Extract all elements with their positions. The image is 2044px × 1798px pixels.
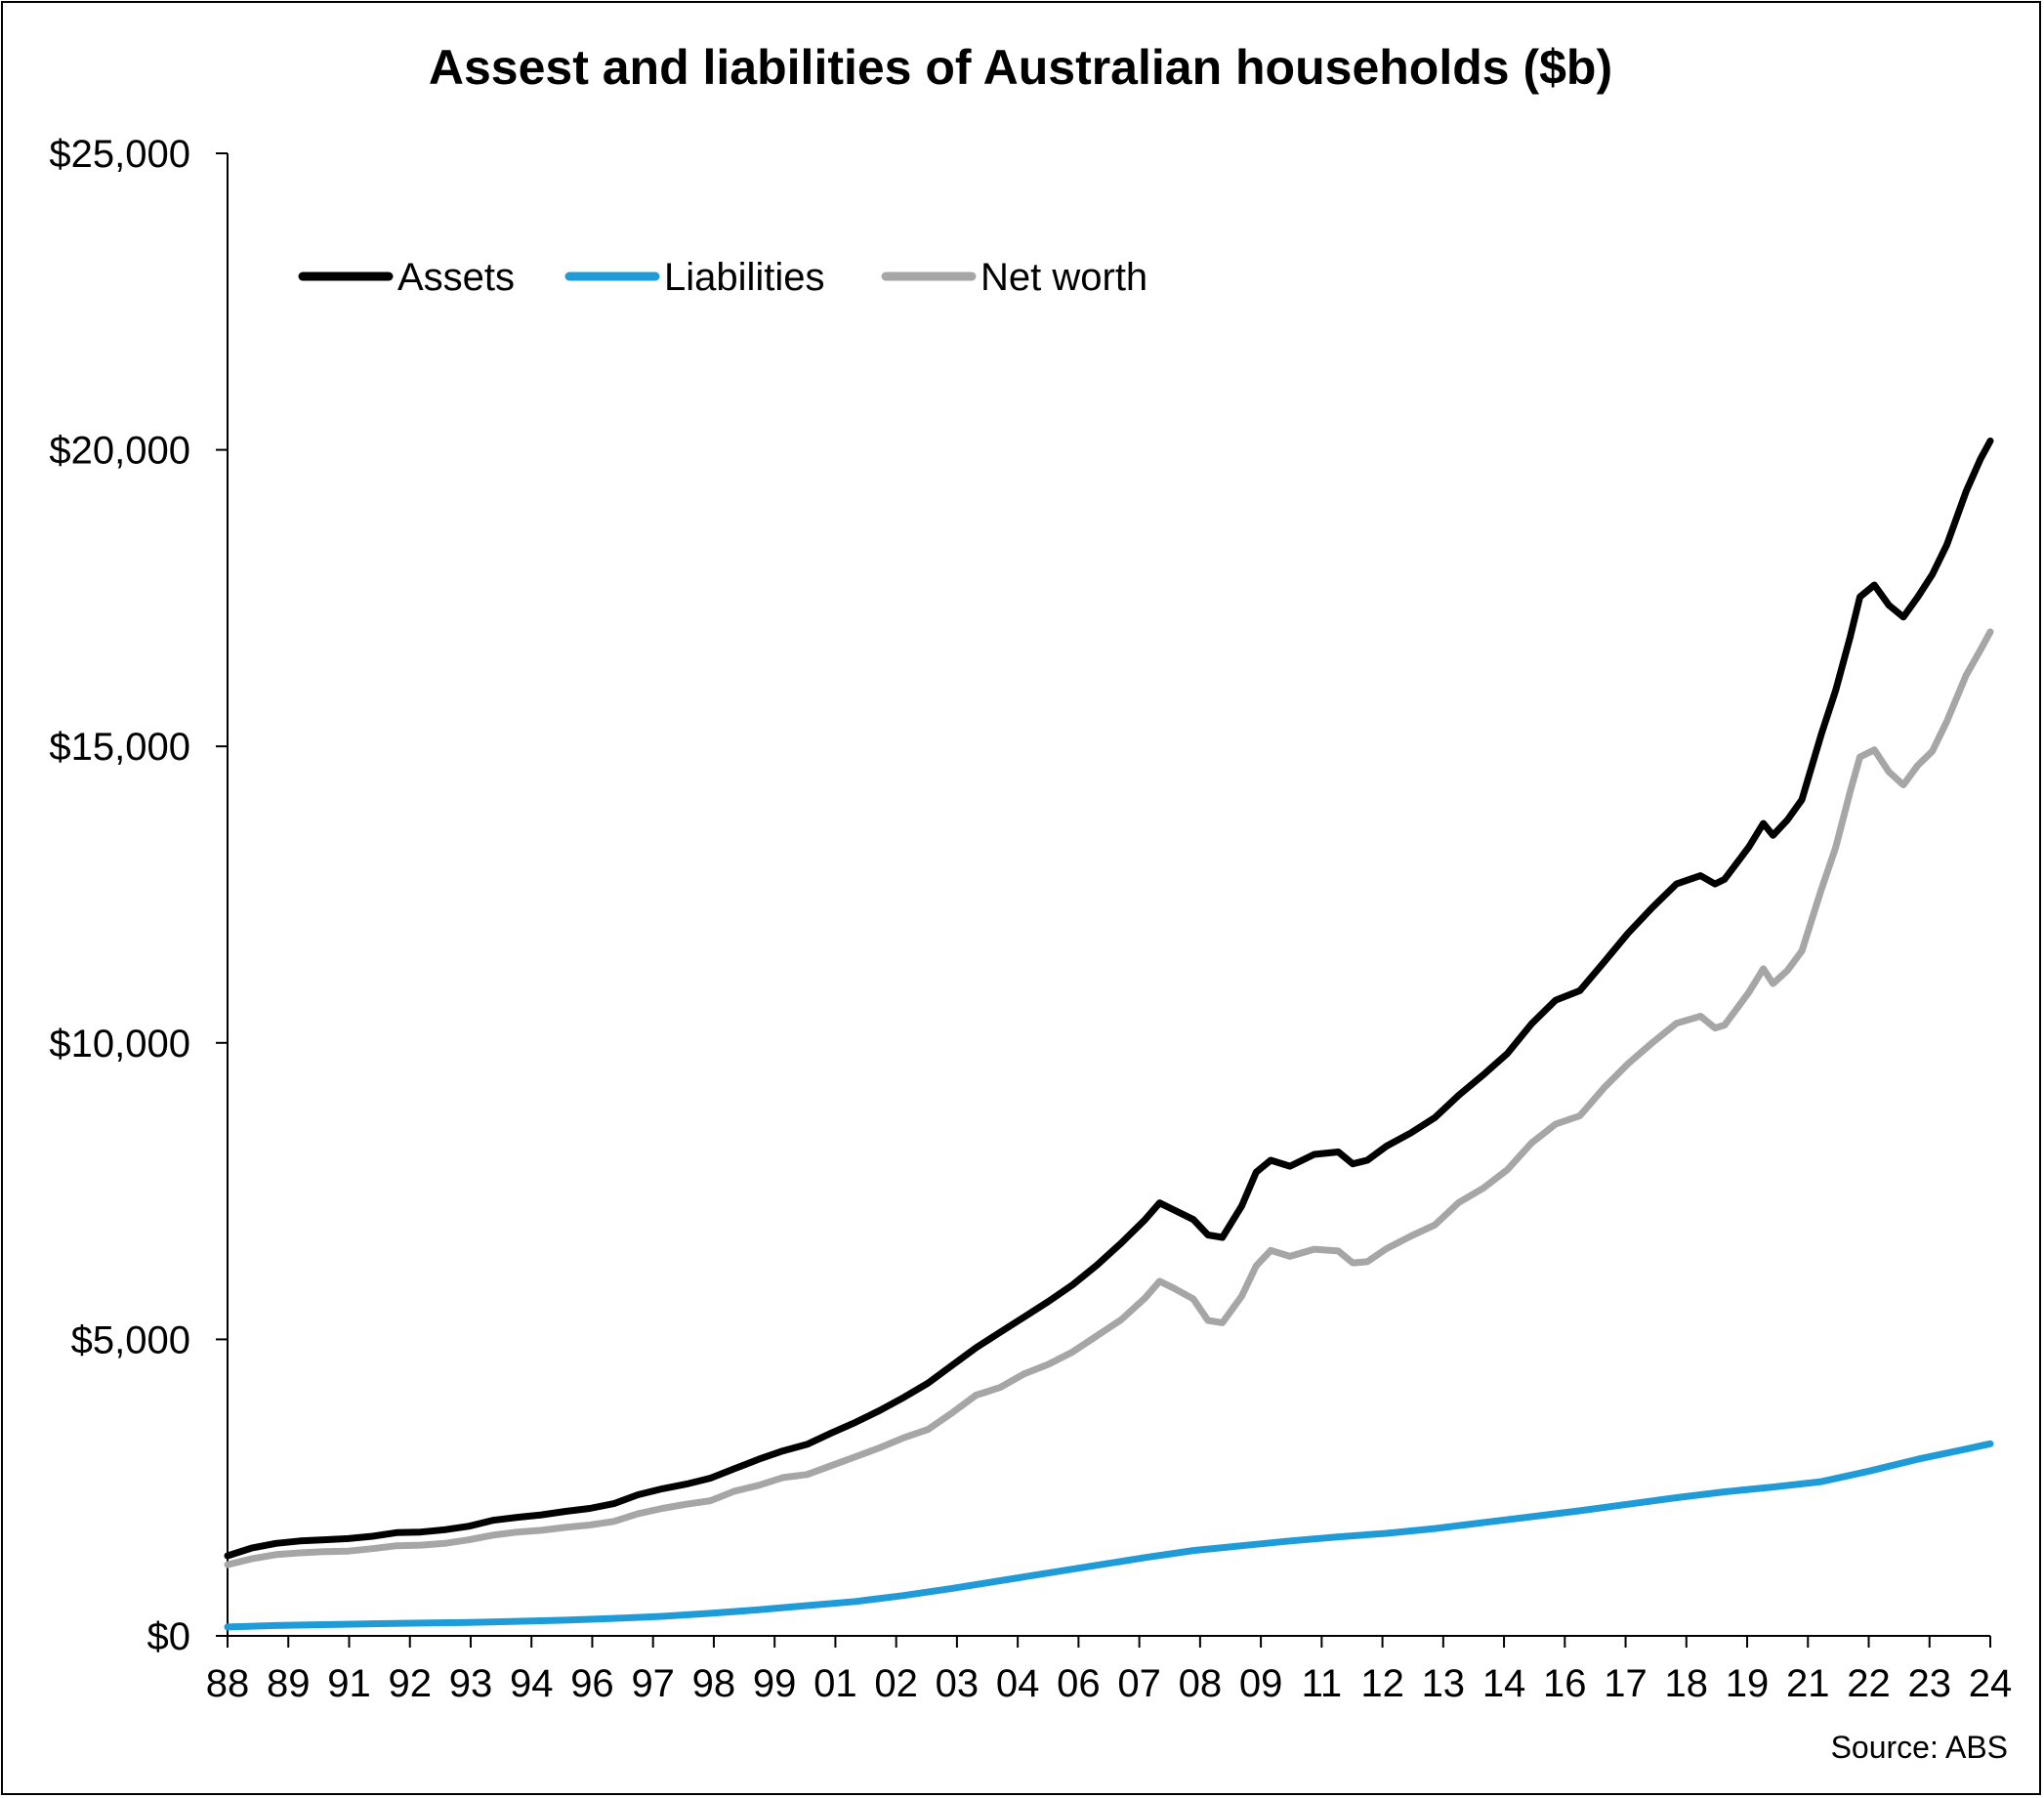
x-tick-label: 93 (449, 1662, 493, 1705)
x-tick-label: 13 (1422, 1662, 1466, 1705)
y-tick-label: $15,000 (49, 726, 190, 769)
x-tick-label: 23 (1908, 1662, 1952, 1705)
x-tick-label: 89 (267, 1662, 311, 1705)
x-tick-label: 03 (936, 1662, 980, 1705)
x-tick-label: 94 (510, 1662, 554, 1705)
x-tick-label: 16 (1543, 1662, 1587, 1705)
x-tick-label: 14 (1482, 1662, 1526, 1705)
y-tick-label: $5,000 (71, 1318, 190, 1361)
x-tick-label: 17 (1604, 1662, 1648, 1705)
y-tick-label: $0 (147, 1615, 191, 1658)
x-tick-label: 96 (570, 1662, 614, 1705)
x-tick-label: 02 (874, 1662, 918, 1705)
x-tick-label: 97 (631, 1662, 675, 1705)
y-axis: $0 $5,000 $10,000 $15,000 $20,000 $25,000 (49, 133, 229, 1658)
x-tick-label: 91 (327, 1662, 371, 1705)
x-axis: 88 89 91 92 93 94 96 97 98 99 01 02 03 04 06 07 08 09 11 12… (206, 1635, 2013, 1705)
series-layer (224, 438, 1994, 1631)
series-line-liabilities (224, 1440, 1994, 1631)
x-tick-label: 22 (1847, 1662, 1891, 1705)
series-line-net-worth (224, 628, 1994, 1568)
y-tick-label: $25,000 (49, 133, 190, 176)
x-tick-label: 99 (753, 1662, 797, 1705)
x-tick-label: 24 (1969, 1662, 2013, 1705)
legend-label-net-worth: Net worth (980, 256, 1147, 299)
series-line-assets (224, 438, 1994, 1560)
x-tick-label: 06 (1057, 1662, 1101, 1705)
x-tick-label: 18 (1665, 1662, 1709, 1705)
chart-title: Assest and liabilities of Australian hou… (429, 40, 1612, 95)
legend-label-liabilities: Liabilities (664, 256, 825, 299)
x-tick-label: 01 (813, 1662, 857, 1705)
x-tick-label: 21 (1786, 1662, 1830, 1705)
source-note: Source: ABS (1831, 1730, 2008, 1765)
legend: Assets Liabilities Net worth (298, 256, 1147, 299)
legend-label-assets: Assets (397, 256, 515, 299)
x-tick-label: 07 (1117, 1662, 1161, 1705)
y-tick-label: $10,000 (49, 1023, 190, 1066)
x-tick-label: 19 (1726, 1662, 1770, 1705)
x-tick-label: 04 (996, 1662, 1040, 1705)
x-tick-label: 88 (206, 1662, 250, 1705)
x-tick-label: 11 (1302, 1662, 1343, 1705)
x-tick-label: 98 (692, 1662, 736, 1705)
x-tick-label: 08 (1179, 1662, 1223, 1705)
x-tick-label: 92 (388, 1662, 432, 1705)
x-tick-label: 12 (1360, 1662, 1404, 1705)
y-tick-label: $20,000 (49, 430, 190, 473)
x-tick-label: 09 (1239, 1662, 1283, 1705)
